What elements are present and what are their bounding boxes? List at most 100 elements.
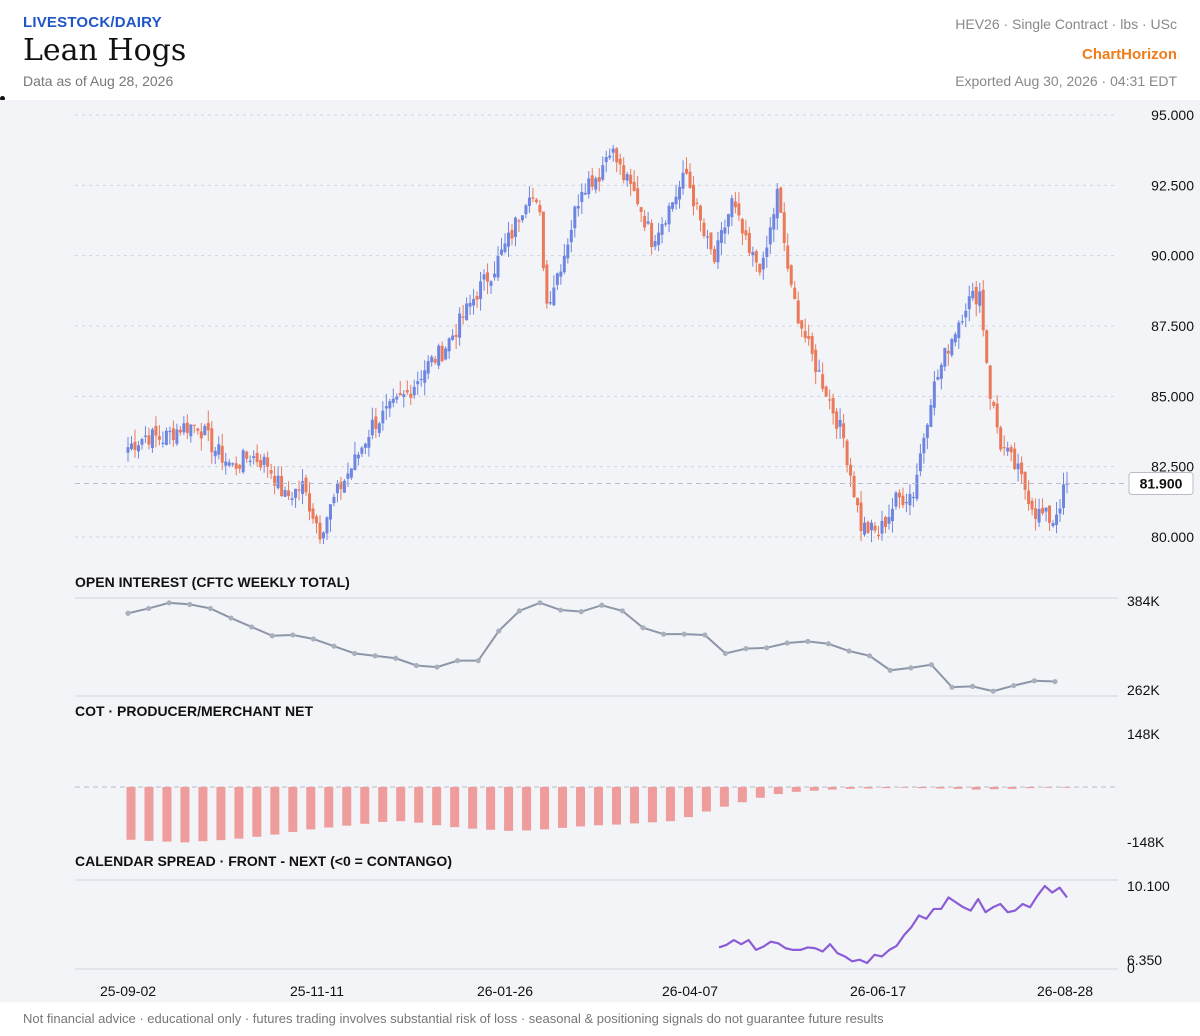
cot-bar — [971, 787, 981, 790]
candle-body — [786, 245, 790, 269]
candle-body — [164, 430, 168, 445]
oi-point — [537, 600, 543, 606]
candle-body — [583, 192, 587, 195]
candle-body — [213, 450, 217, 457]
oi-point — [125, 610, 131, 616]
candle-body — [444, 348, 448, 360]
candle-body — [953, 334, 957, 343]
candle-body — [828, 399, 832, 401]
candle-body — [667, 205, 671, 225]
candle-body — [946, 350, 950, 354]
oi-point — [949, 684, 955, 690]
candle-body — [629, 174, 633, 184]
cot-bar — [1007, 787, 1017, 789]
oi-point — [743, 646, 749, 652]
candle-body — [503, 243, 507, 252]
oi-point — [619, 608, 626, 614]
candle-body — [1002, 447, 1006, 449]
candle-body — [681, 172, 685, 189]
candle-body — [1065, 483, 1069, 485]
candle-body — [266, 457, 270, 467]
candle-body — [416, 381, 420, 385]
candle-body — [192, 424, 196, 426]
candle-body — [287, 490, 291, 496]
candle-body — [538, 204, 542, 213]
cot-bar — [486, 787, 496, 830]
candle-body — [817, 370, 821, 372]
candle-body — [419, 378, 423, 381]
candle-body — [217, 444, 221, 455]
oi-point — [372, 653, 378, 659]
candle-body — [960, 321, 964, 323]
candle-body — [349, 468, 353, 478]
candle-body — [321, 532, 325, 539]
x-tick-label: 26-04-07 — [662, 983, 718, 999]
candle-body — [395, 396, 399, 400]
candle-body — [894, 492, 898, 507]
candle-body — [468, 302, 472, 307]
cot-bar — [665, 787, 675, 822]
candle-body — [517, 220, 521, 222]
price-tick-label: 85.000 — [1151, 388, 1194, 404]
candle-body — [901, 495, 905, 506]
candle-body — [269, 470, 273, 474]
candle-body — [178, 429, 182, 433]
candle-body — [709, 232, 713, 250]
cot-bar — [306, 787, 316, 830]
cot-bar — [468, 787, 478, 829]
candle-body — [318, 522, 322, 540]
candle-body — [887, 516, 891, 524]
cot-bar — [809, 787, 819, 791]
candle-body — [587, 178, 591, 195]
oi-point — [661, 631, 667, 637]
candle-body — [1037, 508, 1041, 523]
cot-bar — [611, 787, 621, 825]
header: LIVESTOCK/DAIRY Lean Hogs Data as of Aug… — [0, 0, 1200, 100]
candle-body — [182, 423, 186, 433]
candle-body — [559, 271, 563, 277]
candle-body — [157, 436, 161, 440]
candle-body — [248, 460, 252, 463]
cot-bar — [342, 787, 352, 826]
candle-body — [196, 428, 200, 431]
candle-body — [800, 320, 804, 329]
candle-body — [761, 257, 765, 270]
candle-body — [789, 265, 793, 285]
cot-bar — [755, 787, 765, 798]
candle-body — [890, 508, 894, 522]
candle-body — [821, 374, 825, 389]
contract-info: HEV26 · Single Contract · lbs · USc — [955, 16, 1177, 32]
candle-body — [1044, 507, 1048, 512]
candle-body — [206, 423, 210, 431]
candle-body — [653, 241, 657, 247]
candle-body — [276, 475, 280, 489]
candle-body — [911, 496, 915, 499]
candle-body — [524, 205, 528, 215]
candle-body — [234, 463, 238, 469]
candle-body — [685, 168, 689, 174]
x-tick-label: 26-08-28 — [1037, 983, 1093, 999]
oi-point — [928, 662, 935, 668]
candle-body — [995, 403, 999, 428]
cot-bar — [198, 787, 208, 842]
cot-bar — [180, 787, 190, 843]
candle-body — [255, 452, 259, 463]
cot-bar — [432, 787, 442, 826]
oi-point — [825, 641, 832, 647]
candle-body — [845, 440, 849, 466]
candle-body — [527, 197, 531, 206]
candle-body — [978, 291, 982, 306]
oi-point — [908, 665, 914, 671]
candle-body — [339, 481, 343, 490]
candle-body — [465, 303, 469, 320]
candle-body — [939, 364, 943, 379]
candle-body — [838, 419, 842, 427]
oi-point — [1052, 678, 1058, 685]
candle-body — [555, 273, 559, 285]
candle-body — [636, 188, 640, 204]
candle-body — [643, 216, 647, 228]
candle-body — [772, 214, 776, 230]
candle-body — [664, 223, 668, 225]
candle-body — [810, 335, 814, 354]
oi-point — [166, 600, 172, 606]
